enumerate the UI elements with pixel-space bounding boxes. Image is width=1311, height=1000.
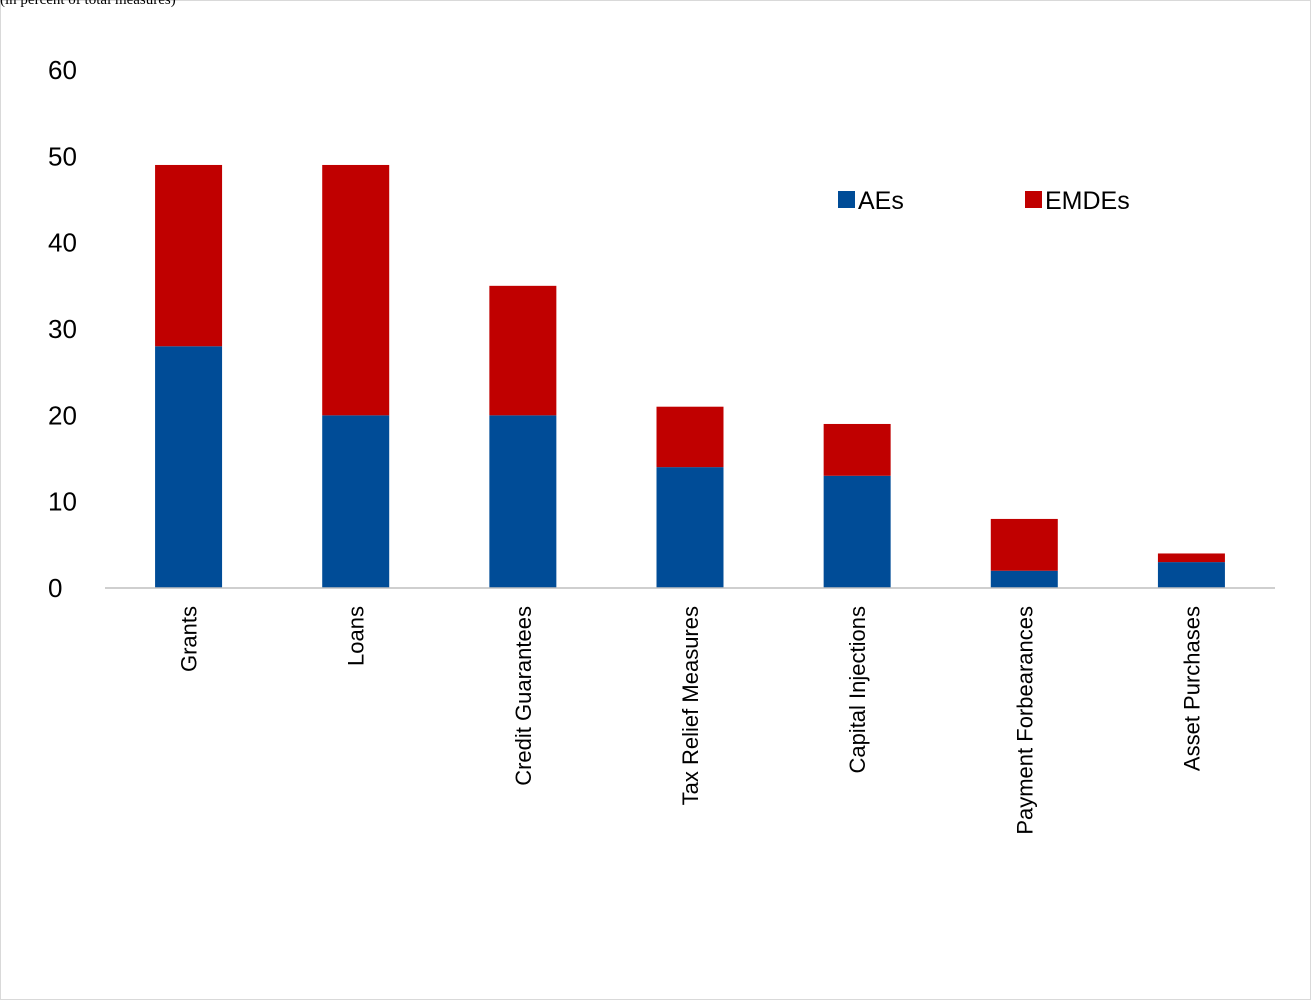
y-tick-label: 40: [48, 228, 77, 258]
legend-label-emdes: EMDEs: [1045, 187, 1130, 215]
bar-emdes-grants: [155, 164, 223, 347]
bar-emdes-credit-guarantees: [489, 285, 557, 416]
y-tick-label: 20: [48, 400, 77, 430]
x-axis-labels: Grants Loans Credit Guarantees Tax Relief M…: [177, 606, 1205, 835]
x-category-label: Asset Purchases: [1179, 606, 1204, 771]
y-tick-label: 60: [48, 55, 77, 85]
bar-emdes-payment-forbearances: [990, 518, 1058, 571]
legend-swatch-aes: [838, 191, 855, 208]
x-category-label: Grants: [177, 606, 202, 672]
bars-group: [155, 164, 1225, 588]
bar-aes-payment-forbearances: [990, 570, 1058, 588]
bar-aes-capital-injections: [823, 475, 891, 588]
bar-aes-asset-purchases: [1157, 562, 1225, 588]
x-category-label: Capital Injections: [845, 606, 870, 774]
x-category-label: Credit Guarantees: [511, 606, 536, 786]
y-tick-label: 10: [48, 487, 77, 517]
y-axis-ticks: 0 10 20 30 40 50 60: [48, 55, 77, 603]
chart-note: (in percent of total measures): [0, 0, 176, 8]
bar-emdes-capital-injections: [823, 423, 891, 476]
bar-aes-grants: [155, 346, 223, 588]
y-tick-label: 0: [48, 573, 62, 603]
legend-label-aes: AEs: [858, 187, 904, 215]
bar-aes-loans: [322, 415, 390, 588]
bar-aes-credit-guarantees: [489, 415, 557, 588]
legend-swatch-emdes: [1025, 191, 1042, 208]
bar-emdes-tax-relief-measures: [656, 406, 724, 468]
legend: AEs EMDEs: [838, 187, 1130, 215]
x-category-label: Tax Relief Measures: [678, 606, 703, 805]
bar-emdes-loans: [322, 164, 390, 416]
bar-emdes-asset-purchases: [1157, 553, 1225, 563]
y-tick-label: 30: [48, 314, 77, 344]
bar-aes-tax-relief-measures: [656, 467, 724, 588]
y-tick-label: 50: [48, 141, 77, 171]
x-category-label: Loans: [344, 606, 369, 666]
x-category-label: Payment Forbearances: [1012, 606, 1037, 835]
